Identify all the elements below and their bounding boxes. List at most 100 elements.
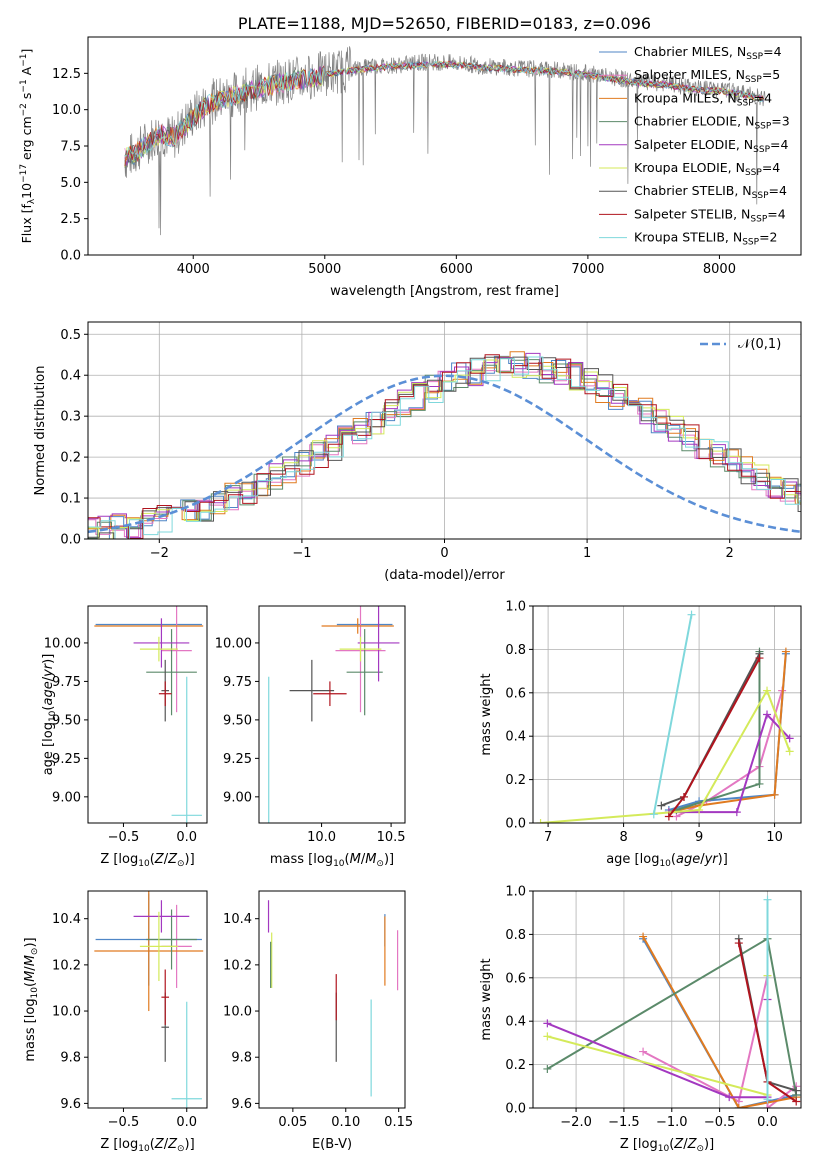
mass-weight-vs-metallicity-marker-salpeter-elodie (725, 1093, 734, 1102)
mass-weight-vs-metallicity-marker-chabrier-elodie (543, 1064, 552, 1073)
spectrum-x-tick-label: 7000 (571, 262, 604, 277)
mass-weight-vs-metallicity-x-tick-label: −0.5 (704, 1115, 736, 1130)
mass-weight-vs-age-marker-kroupa-elodie (695, 805, 704, 814)
mass-weight-vs-age-marker-salpeter-elodie (732, 808, 741, 817)
mass-vs-extinction-y-tick-label: 9.8 (231, 1051, 252, 1066)
mass-vs-extinction-frame (258, 890, 406, 1109)
histogram-y-tick-label: 0.1 (60, 492, 81, 507)
mass-vs-metallicity-errorbar-salpeter-stelib (161, 969, 170, 1025)
spectrum-x-tick-label: 4000 (177, 262, 210, 277)
spectrum-x-tick-label: 5000 (308, 262, 341, 277)
mass-vs-extinction-y-tick-label: 10.2 (223, 958, 252, 973)
model-spectrum-kroupa-stelib (124, 60, 765, 159)
mass-weight-vs-age-marker-kroupa-stelib (687, 610, 696, 619)
spectrum-y-tick-label: 5.0 (60, 176, 81, 191)
mass-vs-extinction-x-tick-label: 0.10 (331, 1115, 360, 1130)
mass-weight-vs-metallicity-x-tick-label: −2.0 (560, 1115, 592, 1130)
spectrum-x-tick-label: 8000 (703, 262, 736, 277)
mass-weight-vs-age-marker-salpeter-stelib (679, 792, 688, 801)
age-vs-mass-x-label: mass [log10(M/M⊙)] (270, 852, 394, 869)
mass-weight-vs-metallicity-x-tick-label: 0.0 (757, 1115, 778, 1130)
mass-vs-metallicity-errorbar-kroupa-elodie (139, 911, 178, 982)
mass-weight-vs-age-marker-chabrier-elodie (755, 779, 764, 788)
mass-weight-vs-age-line-kroupa-stelib (652, 614, 693, 815)
histogram-y-tick-label: 0.0 (60, 533, 81, 548)
mass-weight-vs-metallicity-marker-salpeter-elodie (543, 1019, 552, 1028)
spectrum-panel: Chabrier MILES, NSSP=4 Salpeter MILES, NS… (19, 36, 802, 299)
mass-weight-vs-age-marker-kroupa-elodie (763, 686, 772, 695)
age-vs-metallicity-y-label: age [log10(age/yr)] (41, 654, 58, 776)
mass-weight-vs-age-line-kroupa-elodie (540, 688, 791, 823)
mass-weight-vs-metallicity-marker-kroupa-miles (734, 1104, 743, 1108)
mass-weight-vs-metallicity-marker-salpeter-miles (763, 1104, 772, 1108)
mass-weight-vs-metallicity-marker-kroupa-stelib (763, 1095, 772, 1104)
legend-entry-chabrier-elodie: Chabrier ELODIE, NSSP=3 (634, 114, 790, 132)
mass-weight-vs-metallicity-x-label: Z [log10(Z/Z⊙)] (620, 1137, 714, 1154)
legend-entry-kroupa-elodie: Kroupa ELODIE, NSSP=4 (634, 160, 780, 178)
age-vs-metallicity-y-tick-label: 9.75 (52, 675, 81, 690)
mass-vs-metallicity-y-label: mass [log10(M/M⊙)] (23, 937, 40, 1061)
age-vs-mass-x-tick-label: 10.5 (377, 830, 406, 845)
mass-weight-vs-age-line-kroupa-miles (668, 651, 787, 814)
histogram-x-tick-label: −1 (292, 546, 311, 561)
mass-vs-metallicity-frame (87, 890, 208, 1109)
age-vs-metallicity-panel: −0.5 0.0 9.00 9.25 9.50 9.75 10.00 Z [log10(Z/… (41, 605, 208, 869)
legend-entry-kroupa-stelib: Kroupa STELIB, NSSP=2 (634, 230, 778, 248)
histogram-y-tick-label: 0.2 (60, 451, 81, 466)
age-vs-mass-errorbar-kroupa-elodie (339, 636, 382, 662)
age-vs-metallicity-errorbar-salpeter-stelib (158, 681, 172, 707)
mass-weight-vs-metallicity-y-tick-label: 0.2 (505, 1058, 526, 1073)
mass-weight-vs-age-line-salpeter-stelib (668, 657, 761, 818)
spectrum-y-tick-label: 10.0 (52, 103, 81, 118)
histogram-x-tick-label: 2 (726, 546, 734, 561)
spectrum-frame (87, 36, 802, 256)
mass-weight-vs-age-marker-salpeter-elodie (763, 710, 772, 719)
mass-vs-metallicity-x-tick-label: 0.0 (176, 1115, 197, 1130)
mass-vs-metallicity-y-tick-label: 10.2 (52, 958, 81, 973)
legend-entry-salpeter-miles: Salpeter MILES, NSSP=5 (634, 67, 780, 85)
mass-vs-metallicity-errorbar-kroupa-miles (94, 891, 204, 1012)
age-vs-mass-panel: 10.0 10.5 9.00 9.25 9.50 9.75 10.00 mass [log1… (215, 605, 406, 869)
histogram-kroupa-elodie (88, 359, 801, 539)
mass-vs-metallicity-y-tick-label: 10.0 (52, 1005, 81, 1020)
age-vs-metallicity-x-tick-label: 0.0 (176, 830, 197, 845)
age-vs-mass-y-tick-label: 10.00 (215, 636, 252, 651)
mass-weight-vs-age-y-tick-label: 0.8 (505, 643, 526, 658)
mass-weight-vs-metallicity-line-kroupa-elodie (547, 975, 769, 1097)
mass-weight-vs-age-y-label: mass weight (479, 673, 494, 755)
mass-weight-vs-age-y-tick-label: 0.6 (505, 686, 526, 701)
mass-vs-extinction-x-tick-label: 0.05 (278, 1115, 307, 1130)
age-vs-mass-y-tick-label: 9.50 (223, 713, 252, 728)
mass-weight-vs-metallicity-marker-salpeter-miles (639, 1047, 648, 1056)
mass-weight-vs-metallicity-x-tick-label: −1.5 (608, 1115, 640, 1130)
histogram-y-label: Normed distribution (33, 366, 48, 496)
histogram-y-tick-label: 0.3 (60, 410, 81, 425)
histogram-x-tick-label: 0 (440, 546, 448, 561)
mass-vs-extinction-x-label: E(B-V) (312, 1137, 352, 1152)
age-vs-metallicity-y-tick-label: 9.50 (52, 713, 81, 728)
mass-weight-vs-age-marker-salpeter-stelib (664, 812, 673, 821)
age-vs-mass-y-tick-label: 9.00 (223, 790, 252, 805)
age-vs-mass-errorbar-kroupa-miles (321, 618, 394, 634)
mass-weight-vs-age-x-tick-label: 7 (544, 830, 552, 845)
gaussian-reference-curve (88, 374, 801, 534)
spectrum-legend: Chabrier MILES, NSSP=4 Salpeter MILES, NS… (599, 44, 790, 248)
age-vs-metallicity-y-tick-label: 9.00 (52, 790, 81, 805)
histogram-kroupa-stelib (88, 356, 801, 539)
mass-vs-metallicity-errorbar-kroupa-stelib (171, 1001, 202, 1108)
mass-weight-vs-metallicity-y-tick-label: 1.0 (505, 885, 526, 900)
age-vs-mass-errorbar-chabrier-stelib (289, 659, 335, 722)
mass-weight-vs-age-frame (532, 605, 802, 824)
spectrum-y-tick-label: 0.0 (60, 249, 81, 264)
mass-vs-extinction-y-tick-label: 10.4 (223, 912, 252, 927)
mass-weight-vs-metallicity-y-label: mass weight (479, 958, 494, 1040)
age-vs-metallicity-errorbar-salpeter-miles (161, 606, 192, 713)
mass-weight-vs-metallicity-marker-kroupa-stelib (763, 895, 772, 904)
spectrum-y-tick-label: 2.5 (60, 212, 81, 227)
age-vs-metallicity-x-label: Z [log10(Z/Z⊙)] (100, 852, 194, 869)
mass-weight-vs-age-y-tick-label: 0.4 (505, 730, 526, 745)
mass-vs-metallicity-x-label: Z [log10(Z/Z⊙)] (100, 1137, 194, 1154)
age-vs-mass-y-tick-label: 9.25 (223, 752, 252, 767)
mass-vs-extinction-x-tick-label: 0.15 (384, 1115, 413, 1130)
residual-histogram-panel: 𝒩(0,1) −2 −1 0 1 2 0.0 0.1 0.2 0.3 0.4 0.5 (data-m… (33, 321, 802, 583)
